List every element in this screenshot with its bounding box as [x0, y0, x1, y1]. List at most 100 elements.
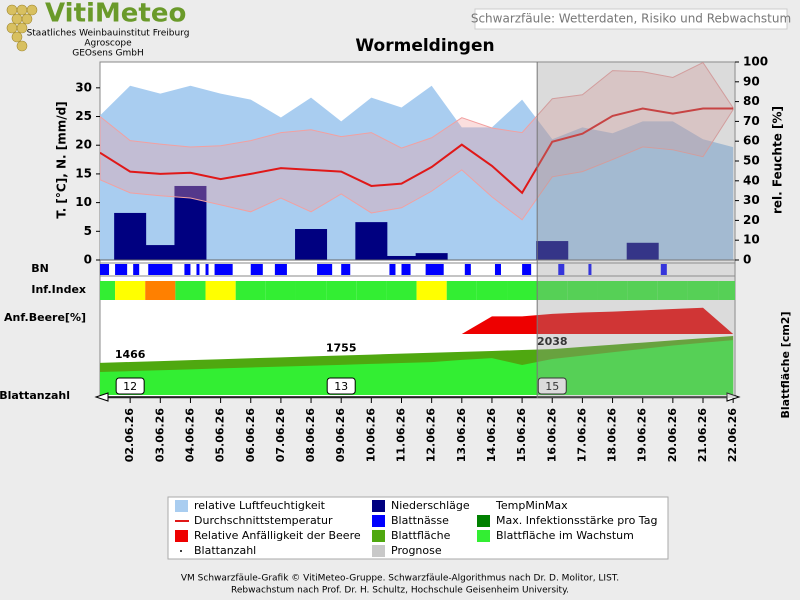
leaf-wetness: [425, 264, 444, 275]
precip-bar: [626, 242, 659, 260]
legend-box: [167, 496, 669, 560]
legend-swatch: [372, 515, 385, 527]
x-tick-label: 20.06.26: [666, 408, 679, 463]
x-tick-label: 05.06.26: [214, 408, 227, 463]
x-tick-label: 02.06.26: [123, 408, 136, 463]
brand-line: Agroscope: [84, 39, 132, 49]
x-tick-label: 22.06.26: [726, 408, 739, 463]
legend-label: Relative Anfälligkeit der Beere: [194, 529, 361, 542]
legend-label: Blattanzahl: [194, 544, 256, 557]
y-tick-label: 25: [75, 109, 92, 123]
infection-cell: [687, 281, 719, 300]
infection-cell: [356, 281, 387, 300]
infection-cell: [265, 281, 296, 300]
leaf-area-label: 2038: [537, 335, 568, 348]
leaf-wetness: [214, 264, 233, 275]
y2-tick-label: 10: [743, 233, 760, 247]
temp-band: [100, 62, 734, 221]
infection-cell: [145, 281, 176, 300]
leaf-wetness: [389, 264, 396, 275]
infection-cell: [507, 281, 538, 300]
row-label: Anf.Beere[%]: [4, 311, 86, 324]
y2-tick-label: 70: [743, 114, 760, 128]
infection-cell: [386, 281, 417, 300]
leaf-wetness: [558, 264, 565, 275]
leaf-wetness: [148, 264, 173, 275]
brand: VitiMeteo: [45, 0, 186, 29]
legend-swatch: [372, 500, 385, 512]
leaf-area-growing: [100, 340, 734, 395]
brand-line: Staatliches Weinbauinstitut Freiburg: [27, 29, 190, 39]
leaf-count-label: 13: [334, 380, 348, 393]
infection-cell: [175, 281, 206, 300]
chart-title: Wormeldingen: [355, 36, 494, 56]
row-label: Inf.Index: [31, 283, 86, 296]
infection-cell: [567, 281, 598, 300]
legend-swatch: [477, 530, 490, 542]
legend-swatch: [175, 500, 188, 512]
leaf-count-box: [115, 377, 145, 395]
leaf-area-label: 1466: [115, 348, 146, 361]
infection-cell: [416, 281, 447, 300]
x-tick-label: 09.06.26: [334, 408, 347, 463]
x-tick-label: 03.06.26: [153, 408, 166, 463]
x-tick-label: 14.06.26: [485, 408, 498, 463]
y-axis-label: T. [°C], N. [mm/d]: [55, 101, 69, 218]
leaf-wetness: [274, 264, 287, 275]
x-tick-label: 19.06.26: [636, 408, 649, 463]
x-tick-label: 08.06.26: [304, 408, 317, 463]
infection-cell: [205, 281, 236, 300]
x-tick-label: 16.06.26: [545, 408, 558, 463]
leaf-wetness: [100, 264, 110, 275]
infection-cell: [446, 281, 477, 300]
y-tick-label: 15: [75, 166, 92, 180]
leaf-count-label: 12: [123, 380, 137, 393]
leaf-wetness: [464, 264, 471, 275]
leaf-count-box: [326, 377, 356, 395]
infection-cell: [100, 281, 116, 300]
footer-line: VM Schwarzfäule-Grafik © VitiMeteo-Grupp…: [181, 574, 619, 584]
x-tick-label: 17.06.26: [575, 408, 588, 463]
infection-cell: [295, 281, 327, 300]
forecast-overlay: [537, 62, 735, 398]
header-box-text: Schwarzfäule: Wetterdaten, Risiko und Re…: [471, 12, 791, 26]
legend-swatch: [175, 530, 188, 542]
legend-label: relative Luftfeuchtigkeit: [194, 499, 326, 512]
infection-cell: [718, 281, 735, 300]
y2-tick-label: 20: [743, 213, 760, 227]
leaf-wetness: [205, 264, 209, 275]
precip-bar: [114, 212, 147, 260]
y-tick-label: 20: [75, 138, 92, 152]
humidity-area: [100, 85, 734, 260]
leaf-area-label: 1755: [326, 341, 357, 354]
y2-tick-label: 0: [743, 253, 751, 267]
legend-label: Max. Infektionsstärke pro Tag: [496, 514, 657, 527]
leaf-wetness: [401, 264, 411, 275]
leaf-wetness: [250, 264, 263, 275]
legend-swatch: [477, 515, 490, 527]
y-tick-label: 0: [84, 253, 92, 267]
berry-area: [461, 307, 734, 334]
leaf-wetness: [494, 264, 501, 275]
y2-tick-label: 100: [743, 55, 768, 69]
y2-tick-label: 60: [743, 134, 760, 148]
footer-line: Rebwachstum nach Prof. Dr. H. Schultz, H…: [231, 586, 569, 596]
legend-label: Blattnässe: [391, 514, 449, 527]
leaf-axis-label: Blattfläche [cm2]: [779, 311, 792, 418]
infection-cell: [476, 281, 508, 300]
x-tick-label: 10.06.26: [364, 408, 377, 463]
legend-label: Blattfläche: [391, 529, 451, 542]
y2-tick-label: 30: [743, 193, 760, 207]
x-tick-label: 11.06.26: [395, 408, 408, 463]
legend-label: Blattfläche im Wachstum: [496, 529, 634, 542]
x-tick-label: 06.06.26: [244, 408, 257, 463]
x-tick-label: 04.06.26: [183, 408, 196, 463]
legend-label: Prognose: [391, 544, 442, 557]
x-tick-label: 13.06.26: [455, 408, 468, 463]
infection-cell: [326, 281, 357, 300]
infection-cell: [537, 281, 568, 300]
y2-tick-label: 40: [743, 173, 760, 187]
x-tick-label: 21.06.26: [696, 408, 709, 463]
legend-swatch: [372, 545, 385, 557]
